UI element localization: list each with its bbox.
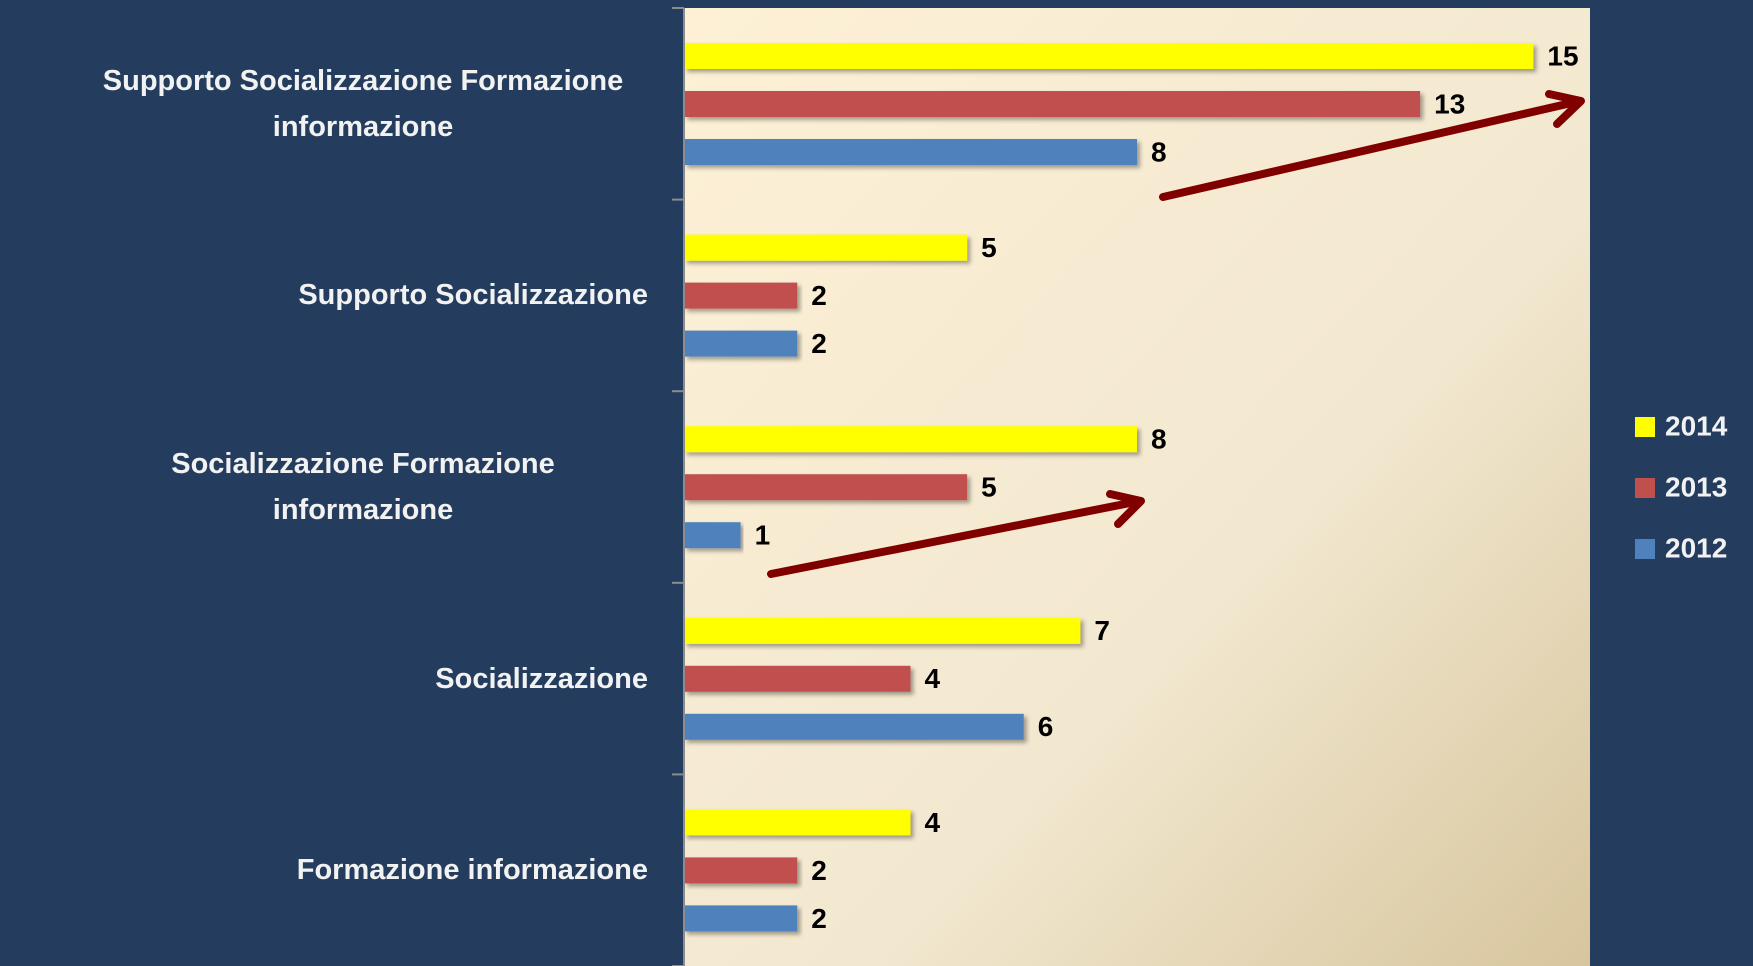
bar bbox=[684, 522, 741, 549]
data-label: 2 bbox=[811, 280, 827, 311]
data-label: 7 bbox=[1094, 615, 1110, 646]
data-label: 4 bbox=[925, 807, 941, 838]
data-label: 15 bbox=[1547, 40, 1578, 71]
legend-swatch bbox=[1635, 417, 1655, 437]
bar bbox=[684, 713, 1024, 740]
data-label: 1 bbox=[755, 520, 771, 551]
bar bbox=[684, 617, 1081, 644]
bar bbox=[684, 474, 968, 501]
data-label: 4 bbox=[925, 663, 941, 694]
category-label: Supporto Socializzazione Formazione info… bbox=[102, 64, 624, 143]
data-label: 5 bbox=[981, 232, 997, 263]
bar bbox=[684, 809, 911, 836]
legend-label: 2014 bbox=[1665, 410, 1728, 441]
bar bbox=[684, 665, 911, 692]
data-label: 2 bbox=[811, 328, 827, 359]
category-label: Formazione informazione bbox=[296, 854, 648, 887]
bar bbox=[684, 426, 1137, 453]
bar bbox=[684, 91, 1421, 117]
bar bbox=[684, 330, 798, 357]
category-label: Supporto Socializzazione bbox=[298, 279, 648, 312]
data-label: 5 bbox=[981, 472, 997, 503]
data-label: 2 bbox=[811, 855, 827, 886]
legend-swatch bbox=[1635, 539, 1655, 559]
category-label-box: Socializzazione Formazione informazione bbox=[0, 391, 648, 583]
data-label: 8 bbox=[1151, 424, 1167, 455]
legend-label: 2013 bbox=[1665, 471, 1727, 502]
bar bbox=[684, 139, 1137, 165]
category-label-box: Formazione informazione bbox=[0, 774, 648, 966]
category-label: Socializzazione bbox=[435, 662, 648, 695]
trend-arrow bbox=[767, 90, 1585, 578]
bar bbox=[684, 857, 798, 884]
bar bbox=[684, 905, 798, 932]
legend-swatch bbox=[1635, 478, 1655, 498]
data-label: 8 bbox=[1151, 136, 1167, 167]
category-label-box: Supporto Socializzazione Formazione info… bbox=[0, 8, 648, 200]
bar bbox=[684, 234, 968, 261]
legend-label: 2012 bbox=[1665, 532, 1727, 563]
data-label: 13 bbox=[1434, 88, 1465, 119]
bar bbox=[684, 282, 798, 309]
data-label: 6 bbox=[1038, 711, 1054, 742]
bar bbox=[684, 43, 1534, 69]
category-label-box: Socializzazione bbox=[0, 583, 648, 775]
data-label: 2 bbox=[811, 903, 827, 934]
category-label-box: Supporto Socializzazione bbox=[0, 200, 648, 392]
category-label: Socializzazione Formazione informazione bbox=[171, 447, 555, 526]
